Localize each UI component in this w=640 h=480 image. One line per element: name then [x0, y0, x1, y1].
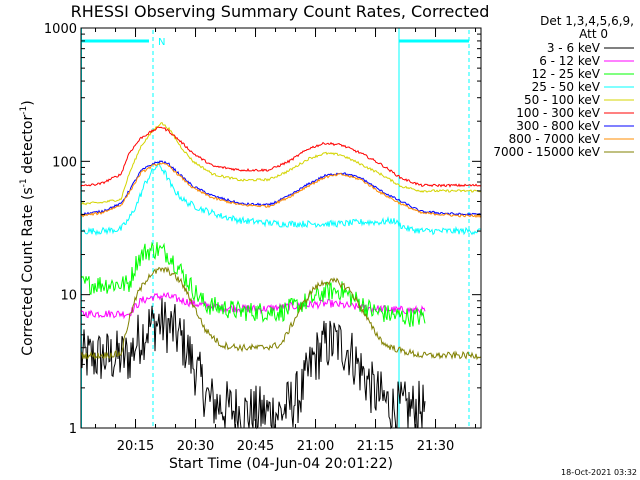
y-tick-label: 10: [60, 289, 77, 304]
legend-entry-label-1: 3 - 6 keV: [547, 41, 601, 55]
y-axis-label: Corrected Count Rate (s-1 detector-1): [19, 100, 36, 355]
series-line-4: [80, 161, 482, 237]
x-tick-label: 20:30: [177, 439, 214, 454]
y-label-part-2: detector: [20, 115, 36, 179]
x-axis-label: Start Time (04-Jun-04 20:01:22): [169, 456, 393, 472]
chart-title: RHESSI Observing Summary Count Rates, Co…: [71, 2, 490, 21]
series-line-5: [80, 121, 482, 206]
plot-frame: [80, 27, 482, 429]
legend-entry-label-2: 6 - 12 keV: [539, 54, 601, 68]
x-tick-label: 21:30: [417, 439, 454, 454]
y-tick-label: 1000: [44, 22, 77, 37]
footer-date: 18-Oct-2021 03:32: [561, 468, 637, 477]
y-label-part-1: Corrected Count Rate (s: [20, 187, 36, 355]
legend-entry-label-3: 12 - 25 keV: [532, 67, 601, 81]
x-tick-label: 21:15: [357, 439, 394, 454]
series-line-7: [80, 160, 482, 217]
series-line-9: [80, 266, 482, 361]
x-tick-label: 20:15: [117, 439, 154, 454]
series-line-6: [80, 126, 482, 188]
x-tick-label: 21:00: [297, 439, 334, 454]
night-label: N: [158, 37, 165, 48]
y-label-part-3: ): [20, 100, 36, 105]
legend-title-line-1: Det 1,3,4,5,6,9,: [540, 14, 634, 28]
y-tick-label: 1: [69, 422, 77, 437]
legend-title-line-2: Att 0: [579, 27, 608, 41]
series-layer: [80, 121, 482, 430]
series-line-8: [80, 162, 482, 219]
legend-entry-label-4: 25 - 50 keV: [532, 80, 601, 94]
axes-layer: 1000 100 10 1 20:15 20:30 20:45 21:00 21:15 21:30: [44, 22, 481, 454]
legend-entry-label-9: 7000 - 15000 keV: [493, 145, 600, 159]
legend-entry-label-7: 300 - 800 keV: [516, 119, 600, 133]
y-label-exponent-1: -1: [19, 178, 29, 187]
x-tick-label: 20:45: [237, 439, 274, 454]
series-line-1: [80, 297, 426, 430]
legend-entry-label-6: 100 - 300 keV: [516, 106, 600, 120]
y-label-exponent-2: -1: [19, 106, 29, 115]
legend-entry-label-5: 50 - 100 keV: [524, 93, 601, 107]
series-line-3: [80, 241, 426, 328]
legend-entry-label-8: 800 - 7000 keV: [509, 132, 601, 146]
y-tick-label: 100: [52, 155, 77, 170]
